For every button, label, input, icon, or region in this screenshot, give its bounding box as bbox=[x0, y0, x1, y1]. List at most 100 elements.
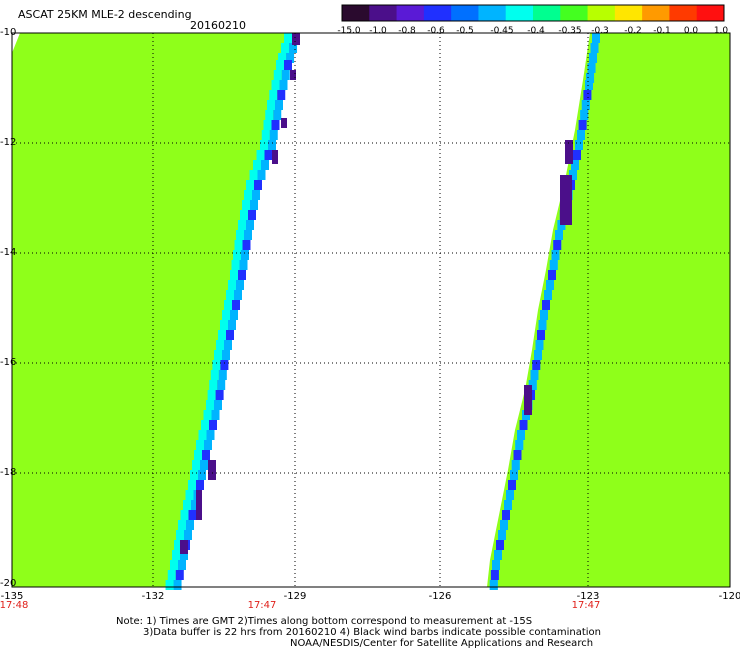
colorbar-label: -0.35 bbox=[558, 26, 582, 36]
colorbar-label: 0.0 bbox=[683, 26, 699, 36]
swath-edge-cell bbox=[214, 350, 222, 360]
swath-edge-cell bbox=[234, 290, 242, 300]
swath-edge-cell bbox=[592, 33, 600, 43]
swath-edge-cell bbox=[269, 130, 278, 140]
swath-edge-cell bbox=[178, 560, 186, 570]
swath-edge-cell bbox=[578, 120, 587, 130]
swath-edge-cell bbox=[267, 100, 275, 110]
swath-edge-cell bbox=[240, 210, 248, 220]
swath-edge-cell bbox=[220, 360, 229, 370]
swath-edge-cell bbox=[264, 150, 273, 160]
swath-edge-cell bbox=[583, 90, 592, 100]
note-line-3: NOAA/NESDIS/Center for Satellite Applica… bbox=[290, 638, 594, 649]
swath-edge-cell bbox=[226, 330, 234, 340]
swath-edge-cell bbox=[268, 140, 276, 150]
swath-edge-cell bbox=[222, 350, 230, 360]
swath-edge-cell bbox=[517, 430, 525, 440]
contamination-cell bbox=[565, 140, 573, 164]
swath-edge-cell bbox=[250, 200, 258, 210]
swath-edge-cell bbox=[489, 580, 498, 590]
swath-edge-cell bbox=[275, 100, 283, 110]
swath-edge-cell bbox=[239, 260, 248, 270]
swath-edge-cell bbox=[571, 160, 579, 170]
swath-edge-cell bbox=[215, 390, 224, 400]
colorbar-label: -0.1 bbox=[653, 26, 671, 36]
swath-edge-cell bbox=[196, 440, 204, 450]
swath-edge-cell bbox=[175, 570, 184, 580]
swath-edge-cell bbox=[167, 570, 176, 580]
swath-edge-cell bbox=[535, 340, 544, 350]
swath-edge-cell bbox=[249, 170, 258, 180]
colorbar-label: -15.0 bbox=[337, 26, 361, 36]
swath-edge-cell bbox=[580, 110, 589, 120]
lat-label: -16 bbox=[0, 357, 17, 368]
right-swath bbox=[487, 33, 730, 587]
swath-edge-cell bbox=[271, 120, 280, 130]
swath-edge-cell bbox=[284, 60, 292, 70]
swath-edge-cell bbox=[165, 580, 174, 590]
colorbar-frame bbox=[341, 4, 725, 22]
swath-edge-cell bbox=[253, 160, 261, 170]
lon-label: -126 bbox=[428, 591, 452, 602]
lat-label: -18 bbox=[0, 467, 17, 478]
colorbar-label: -0.8 bbox=[398, 26, 416, 36]
swath-edge-cell bbox=[256, 150, 265, 160]
swath-edge-cell bbox=[236, 280, 244, 290]
contamination-cell bbox=[196, 490, 202, 520]
swath-edge-cell bbox=[490, 570, 499, 580]
swath-edge-cell bbox=[230, 310, 238, 320]
swath-edge-cell bbox=[185, 490, 194, 500]
swath-edge-cell bbox=[186, 520, 194, 530]
colorbar-segment bbox=[451, 5, 479, 21]
swath-edge-cell bbox=[214, 400, 222, 410]
swath-edge-cell bbox=[176, 530, 184, 540]
swath-edge-cell bbox=[513, 450, 522, 460]
contamination-cell bbox=[524, 385, 532, 415]
swath-edge-cell bbox=[203, 410, 212, 420]
swath-edge-cell bbox=[228, 280, 236, 290]
swath-edge-cell bbox=[542, 300, 550, 310]
swath-edge-cell bbox=[216, 340, 224, 350]
swath-edge-cell bbox=[198, 430, 207, 440]
swath-edge-cell bbox=[234, 240, 243, 250]
swath-edge-cell bbox=[276, 60, 284, 70]
swath-edge-cell bbox=[289, 43, 298, 53]
swath-edge-cell bbox=[502, 510, 510, 520]
swath-edge-cell bbox=[210, 370, 219, 380]
colorbar-segment bbox=[642, 5, 670, 21]
swath-edge-cell bbox=[511, 460, 520, 470]
swath-edge-cell bbox=[233, 250, 241, 260]
swath-edge-cell bbox=[212, 360, 221, 370]
swath-edge-cell bbox=[496, 540, 504, 550]
page-title: ASCAT 25KM MLE-2 descending bbox=[18, 8, 192, 21]
swath-edge-cell bbox=[590, 43, 599, 53]
swath-edge-cell bbox=[277, 90, 286, 100]
lon-label: -129 bbox=[283, 591, 307, 602]
colorbar-label: -0.3 bbox=[591, 26, 609, 36]
swath-edge-cell bbox=[228, 320, 236, 330]
colorbar-segment bbox=[696, 5, 725, 21]
swath-edge-cell bbox=[180, 550, 188, 560]
swath-edge-cell bbox=[492, 560, 500, 570]
contamination-cell bbox=[560, 175, 572, 225]
swath-edge-cell bbox=[504, 500, 512, 510]
contamination-cell bbox=[208, 460, 216, 480]
swath-edge-cell bbox=[209, 380, 218, 390]
swath-edge-cell bbox=[184, 530, 192, 540]
colorbar-segment bbox=[614, 5, 643, 21]
swath-edge-cell bbox=[549, 260, 558, 270]
contamination-cell bbox=[272, 150, 278, 164]
swath-edge-cell bbox=[231, 260, 240, 270]
swath-edge-cell bbox=[188, 510, 197, 520]
swath-edge-cell bbox=[265, 110, 274, 120]
swath-edge-cell bbox=[218, 330, 226, 340]
swath-edge-cell bbox=[232, 300, 240, 310]
colorbar-segment bbox=[669, 5, 698, 21]
swath-edge-cell bbox=[224, 340, 232, 350]
swath-edge-cell bbox=[252, 190, 260, 200]
swath-edge-cell bbox=[246, 220, 254, 230]
swath-edge-cell bbox=[506, 490, 514, 500]
swath-edge-cell bbox=[577, 130, 585, 140]
swath-edge-cell bbox=[224, 300, 232, 310]
